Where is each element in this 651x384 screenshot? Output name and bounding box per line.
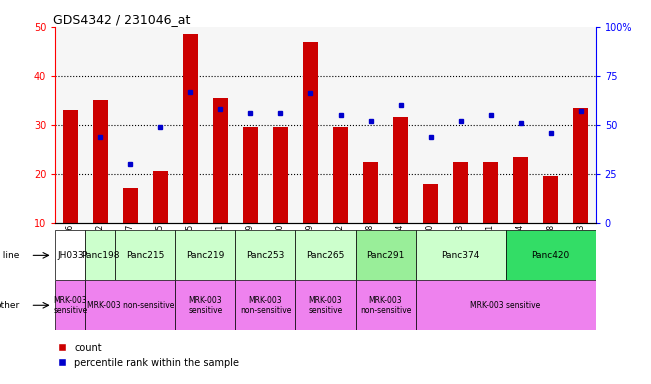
Bar xyxy=(236,230,296,280)
Bar xyxy=(85,280,175,330)
Bar xyxy=(273,127,288,223)
Bar xyxy=(415,280,596,330)
Bar xyxy=(445,27,476,223)
Bar xyxy=(266,27,296,223)
Text: Panc219: Panc219 xyxy=(186,251,225,260)
Text: GDS4342 / 231046_at: GDS4342 / 231046_at xyxy=(53,13,190,26)
Text: Panc198: Panc198 xyxy=(81,251,120,260)
Bar xyxy=(326,27,355,223)
Bar xyxy=(393,118,408,223)
Bar xyxy=(55,27,85,223)
Text: MRK-003
sensitive: MRK-003 sensitive xyxy=(309,296,342,315)
Bar xyxy=(85,230,115,280)
Bar xyxy=(236,280,296,330)
Text: MRK-003
sensitive: MRK-003 sensitive xyxy=(188,296,223,315)
Bar xyxy=(145,27,175,223)
Bar xyxy=(153,171,168,223)
Bar xyxy=(513,157,528,223)
Bar xyxy=(296,280,355,330)
Bar xyxy=(415,230,506,280)
Text: Panc291: Panc291 xyxy=(367,251,405,260)
Bar xyxy=(296,230,355,280)
Bar xyxy=(115,27,145,223)
Text: Panc420: Panc420 xyxy=(531,251,570,260)
Bar xyxy=(175,27,206,223)
Text: MRK-003 sensitive: MRK-003 sensitive xyxy=(471,301,541,310)
Bar xyxy=(385,27,415,223)
Bar xyxy=(543,176,558,223)
Text: Panc253: Panc253 xyxy=(246,251,284,260)
Bar xyxy=(506,27,536,223)
Text: cell line: cell line xyxy=(0,251,20,260)
Text: MRK-003
non-sensitive: MRK-003 non-sensitive xyxy=(240,296,291,315)
Bar xyxy=(296,27,326,223)
Text: Panc215: Panc215 xyxy=(126,251,165,260)
Legend: count, percentile rank within the sample: count, percentile rank within the sample xyxy=(57,343,240,367)
Bar xyxy=(536,27,566,223)
Bar xyxy=(483,162,498,223)
Bar xyxy=(415,27,445,223)
Bar xyxy=(93,100,108,223)
Bar xyxy=(355,280,415,330)
Bar xyxy=(243,127,258,223)
Text: Panc374: Panc374 xyxy=(441,251,480,260)
Bar xyxy=(355,27,385,223)
Text: JH033: JH033 xyxy=(57,251,84,260)
Bar xyxy=(363,162,378,223)
Text: MRK-003 non-sensitive: MRK-003 non-sensitive xyxy=(87,301,174,310)
Bar xyxy=(303,41,318,223)
Bar xyxy=(55,280,85,330)
Text: MRK-003
non-sensitive: MRK-003 non-sensitive xyxy=(360,296,411,315)
Bar xyxy=(183,34,198,223)
Bar xyxy=(63,110,78,223)
Bar xyxy=(566,27,596,223)
Bar xyxy=(175,230,236,280)
Text: MRK-003
sensitive: MRK-003 sensitive xyxy=(53,296,87,315)
Bar xyxy=(55,230,85,280)
Bar xyxy=(423,184,438,223)
Bar xyxy=(355,230,415,280)
Bar xyxy=(476,27,506,223)
Bar xyxy=(175,280,236,330)
Bar xyxy=(213,98,228,223)
Bar xyxy=(453,162,468,223)
Bar xyxy=(115,230,175,280)
Bar xyxy=(236,27,266,223)
Bar xyxy=(573,108,588,223)
Bar xyxy=(85,27,115,223)
Bar xyxy=(206,27,236,223)
Bar xyxy=(506,230,596,280)
Text: Panc265: Panc265 xyxy=(307,251,344,260)
Text: other: other xyxy=(0,301,20,310)
Bar xyxy=(333,127,348,223)
Bar xyxy=(123,189,138,223)
